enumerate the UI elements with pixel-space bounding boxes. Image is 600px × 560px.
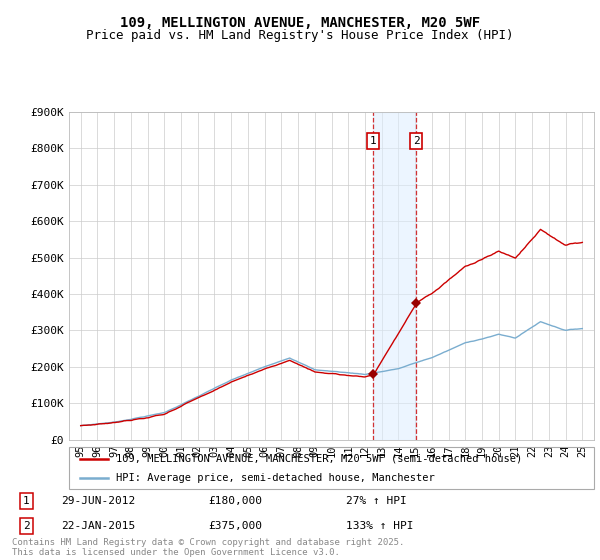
Text: 22-JAN-2015: 22-JAN-2015 (61, 521, 135, 531)
Text: 2: 2 (413, 136, 419, 146)
Text: 133% ↑ HPI: 133% ↑ HPI (346, 521, 413, 531)
Text: £375,000: £375,000 (208, 521, 262, 531)
Text: Contains HM Land Registry data © Crown copyright and database right 2025.
This d: Contains HM Land Registry data © Crown c… (12, 538, 404, 557)
Text: 27% ↑ HPI: 27% ↑ HPI (346, 496, 407, 506)
Text: 109, MELLINGTON AVENUE, MANCHESTER, M20 5WF (semi-detached house): 109, MELLINGTON AVENUE, MANCHESTER, M20 … (116, 454, 523, 464)
Text: 2: 2 (23, 521, 30, 531)
Text: HPI: Average price, semi-detached house, Manchester: HPI: Average price, semi-detached house,… (116, 473, 435, 483)
Bar (373, 112, 416, 440)
Text: £180,000: £180,000 (208, 496, 262, 506)
Text: 109, MELLINGTON AVENUE, MANCHESTER, M20 5WF: 109, MELLINGTON AVENUE, MANCHESTER, M20 … (120, 16, 480, 30)
Text: 1: 1 (23, 496, 30, 506)
Text: 1: 1 (370, 136, 377, 146)
Text: Price paid vs. HM Land Registry's House Price Index (HPI): Price paid vs. HM Land Registry's House … (86, 29, 514, 42)
Text: 29-JUN-2012: 29-JUN-2012 (61, 496, 135, 506)
